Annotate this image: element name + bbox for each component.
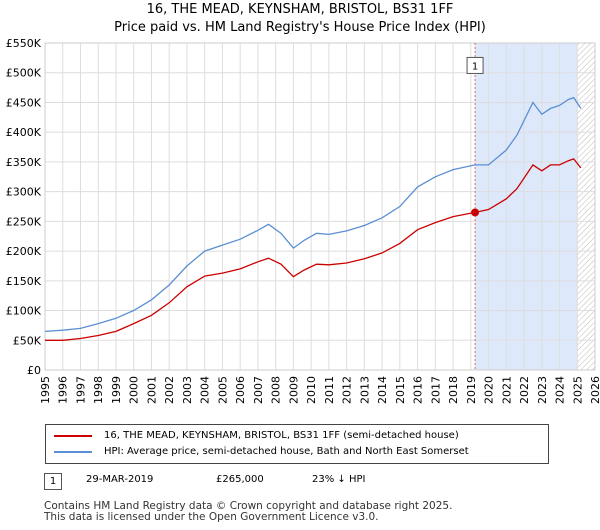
x-tick-label: 2016: [412, 376, 425, 404]
x-tick-label: 2017: [429, 376, 442, 404]
y-tick-label: £0: [27, 364, 41, 377]
price-chart: £0 £50K £100K £150K £200K £250K £300K £350K £400…: [6, 37, 600, 404]
y-tick-label: £300K: [6, 186, 42, 199]
y-tick-label: £400K: [6, 126, 42, 139]
chart-title: 16, THE MEAD, KEYNSHAM, BRISTOL, BS31 1F…: [146, 2, 454, 17]
sale-point: [471, 208, 480, 217]
y-tick-label: £350K: [6, 156, 42, 169]
forecast-hatched-region: [577, 43, 595, 370]
y-tick-label: £550K: [6, 37, 42, 50]
y-tick-label: £50K: [13, 334, 42, 347]
x-tick-label: 2007: [252, 376, 265, 404]
legend-swatch-blue: [54, 450, 92, 453]
x-tick-label: 2023: [536, 376, 549, 404]
x-tick-label: 2019: [465, 376, 478, 404]
annotation-marker: 1: [44, 473, 62, 490]
x-tick-label: 2021: [500, 376, 513, 404]
x-tick-label: 1996: [57, 376, 70, 404]
sale-marker-label: 1: [472, 61, 478, 72]
x-tick-label: 2009: [287, 376, 300, 404]
x-tick-label: 2001: [145, 376, 158, 404]
footer: Contains HM Land Registry data © Crown c…: [44, 501, 452, 523]
x-tick-label: 2026: [589, 376, 600, 404]
series-line-hpi: [44, 96, 582, 333]
x-tick-label: 2013: [358, 376, 371, 404]
y-tick-label: £250K: [6, 215, 42, 228]
legend-label-hpi: HPI: Average price, semi-detached house,…: [104, 446, 469, 457]
sale-marker-box: [466, 56, 484, 74]
x-tick-label: 2022: [518, 376, 531, 404]
plot-frame: [44, 42, 596, 371]
x-tick-label: 2012: [341, 376, 354, 404]
x-tick-label: 2020: [483, 376, 496, 404]
x-tick-label: 1997: [74, 376, 87, 404]
annotation-date: 29-MAR-2019: [86, 474, 154, 485]
x-tick-label: 2002: [163, 376, 176, 404]
footer-licence: This data is licensed under the Open Gov…: [44, 511, 379, 523]
post-sale-shaded-region: [475, 43, 578, 370]
y-tick-label: £500K: [6, 67, 42, 80]
legend-item-hpi: HPI: Average price, semi-detached house,…: [54, 446, 469, 457]
y-tick-label: £100K: [6, 305, 42, 318]
x-tick-label: 2005: [216, 376, 229, 404]
x-tick-label: 2015: [394, 376, 407, 404]
x-tick-label: 2011: [323, 376, 336, 404]
x-tick-label: 2003: [181, 376, 194, 404]
legend-label-property: 16, THE MEAD, KEYNSHAM, BRISTOL, BS31 1F…: [104, 430, 459, 441]
legend-item-property: 16, THE MEAD, KEYNSHAM, BRISTOL, BS31 1F…: [54, 430, 459, 441]
x-tick-label: 2014: [376, 376, 389, 404]
annotation-delta: 23% ↓ HPI: [312, 474, 366, 485]
x-tick-label: 2018: [447, 376, 460, 404]
chart-subtitle: Price paid vs. HM Land Registry's House …: [114, 20, 486, 35]
y-tick-label: £150K: [6, 275, 42, 288]
x-tick-label: 2004: [199, 376, 212, 404]
y-tick-label: £200K: [6, 245, 42, 258]
x-tick-label: 1999: [110, 376, 123, 404]
legend: 16, THE MEAD, KEYNSHAM, BRISTOL, BS31 1F…: [45, 424, 549, 464]
x-tick-label: 2006: [234, 376, 247, 404]
x-tick-label: 1998: [92, 376, 105, 404]
series-line-property: [45, 158, 582, 341]
x-tick-label: 2008: [270, 376, 283, 404]
x-tick-label: 2025: [571, 376, 584, 404]
y-tick-label: £450K: [6, 96, 42, 109]
x-tick-label: 2024: [554, 376, 567, 404]
annotation-price: £265,000: [216, 474, 264, 485]
x-tick-label: 2000: [128, 376, 141, 404]
x-tick-label: 2010: [305, 376, 318, 404]
x-tick-label: 1995: [39, 376, 52, 404]
footer-copyright: Contains HM Land Registry data © Crown c…: [44, 500, 453, 512]
legend-swatch-red: [54, 434, 92, 437]
